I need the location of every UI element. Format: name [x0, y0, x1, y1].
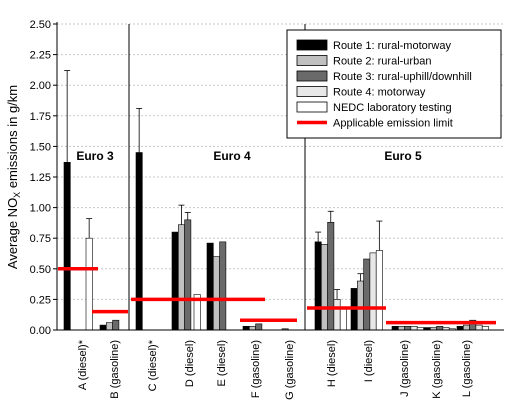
legend-entry: Route 4: motorway	[333, 87, 426, 99]
x-category-label: L (gasoline)	[461, 340, 473, 397]
x-category-label: I (diesel)	[363, 340, 375, 382]
x-category-label: B (gasoline)	[109, 340, 121, 399]
bar	[135, 152, 143, 331]
legend-swatch	[296, 39, 328, 51]
x-category-label: F (gasoline)	[250, 340, 262, 398]
legend-swatch	[296, 101, 328, 113]
bar	[112, 319, 120, 331]
bar	[356, 280, 364, 331]
bar	[404, 326, 412, 331]
group-label: Euro 5	[384, 149, 422, 163]
bar	[436, 326, 444, 331]
legend-swatch	[296, 86, 328, 97]
y-axis-title-subscript: X	[12, 192, 22, 198]
bar	[213, 256, 220, 331]
bar	[375, 250, 383, 331]
legend-entry: Route 1: rural-motorway	[333, 40, 451, 52]
legend-entry: Route 2: rural-urban	[333, 56, 431, 68]
y-axis-title-main: Average NO	[5, 198, 20, 269]
bar	[363, 258, 371, 331]
bar	[369, 252, 377, 331]
bar	[249, 326, 256, 331]
bar	[397, 326, 405, 331]
bar	[255, 323, 263, 331]
x-category-label: C (diesel)*	[147, 339, 159, 391]
x-category-label: H (diesel)	[326, 340, 338, 387]
y-tick-label: 1.75	[30, 111, 51, 123]
bar	[327, 221, 335, 331]
labels: 0.00 0.25 0.50 0.75 1.00 1.25 1.50 1.75 2.00 2.25…	[5, 19, 473, 400]
axes	[53, 22, 504, 331]
legend-swatch	[296, 70, 328, 82]
legend-entry: Route 3: rural-uphill/downhill	[333, 71, 472, 83]
bar	[456, 326, 464, 331]
bar	[171, 231, 179, 331]
y-tick-label: 2.50	[30, 19, 51, 31]
bar	[391, 326, 399, 331]
legend-swatch	[296, 55, 328, 66]
y-tick-label: 2.25	[30, 50, 51, 62]
bar	[475, 324, 483, 331]
y-tick-label: 0.75	[30, 233, 51, 245]
x-category-label: G (gasoline)	[284, 340, 296, 400]
bar	[184, 219, 192, 331]
bar	[219, 241, 227, 331]
group-label: Euro 4	[213, 149, 251, 163]
y-tick-label: 1.00	[30, 203, 51, 215]
legend: Route 1: rural-motorway Route 2: rural-ur…	[286, 29, 502, 139]
x-category-label: A (diesel)*	[77, 339, 89, 390]
bar	[178, 224, 185, 331]
x-category-label: D (diesel)	[184, 340, 196, 387]
bar	[333, 299, 341, 331]
bar	[85, 237, 93, 331]
bar	[339, 308, 347, 331]
bar	[462, 324, 470, 331]
bar	[63, 162, 71, 331]
bar	[99, 324, 107, 331]
x-category-label: K (gasoline)	[431, 340, 443, 399]
bar	[242, 326, 250, 331]
bar	[106, 322, 113, 331]
y-tick-label: 0.00	[30, 325, 51, 337]
y-axis-title: Average NOX emissions in g/km	[5, 85, 22, 269]
bars	[58, 70, 496, 331]
group-label: Euro 3	[76, 149, 114, 163]
legend-entry: NEDC laboratory testing	[333, 102, 452, 114]
x-category-label: J (gasoline)	[399, 340, 411, 397]
legend-entry: Applicable emission limit	[333, 118, 453, 130]
y-axis-title-tail: emissions in g/km	[5, 85, 20, 192]
bar	[410, 326, 418, 331]
bar	[320, 244, 328, 331]
y-tick-label: 2.00	[30, 80, 51, 92]
bar	[206, 242, 214, 331]
y-tick-label: 0.25	[30, 294, 51, 306]
y-tick-label: 0.50	[30, 264, 51, 276]
y-tick-label: 1.25	[30, 172, 51, 184]
bar	[314, 241, 322, 331]
y-tick-label: 1.50	[30, 141, 51, 153]
x-category-label: E (diesel)	[216, 340, 228, 386]
bar	[481, 326, 489, 331]
